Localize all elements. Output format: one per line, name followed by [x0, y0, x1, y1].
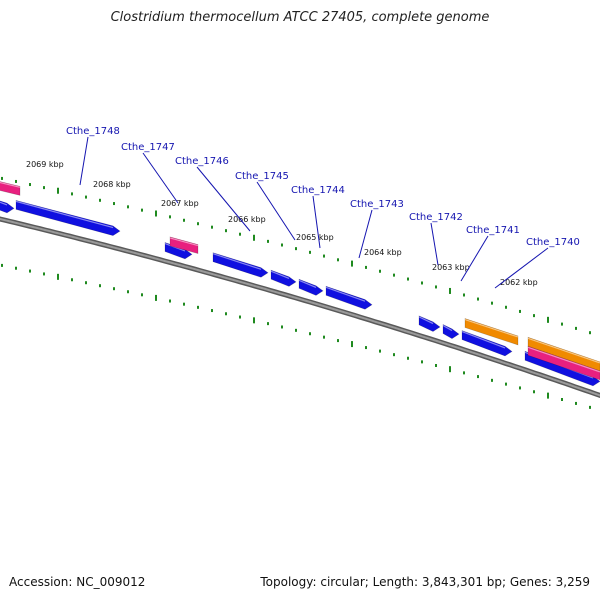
gene-label: Cthe_1743 — [350, 199, 404, 210]
gene-label: Cthe_1746 — [175, 156, 229, 167]
rrna-feature — [527, 345, 600, 381]
rrna-feature-bevel — [169, 237, 199, 247]
cds-feature-bevel — [270, 270, 290, 279]
accession-text: Accession: NC_009012 — [9, 575, 146, 589]
cds-feature-bevel — [442, 324, 453, 332]
scale-label: 2066 kbp — [228, 215, 266, 224]
gene-leader-line — [358, 209, 373, 259]
gene-label: Cthe_1740 — [526, 237, 580, 248]
gene-label: Cthe_1747 — [121, 142, 175, 153]
gene-label: Cthe_1741 — [466, 225, 520, 236]
scale-label: 2069 kbp — [26, 160, 64, 169]
genome-stats-text: Topology: circular; Length: 3,843,301 bp… — [260, 575, 590, 589]
rrna-feature — [169, 236, 199, 254]
cds-feature-bevel — [298, 279, 317, 288]
gene-leader-line — [256, 181, 296, 241]
gene-feature-orange-bevel — [527, 337, 600, 364]
genome-backbone-highlight — [0, 217, 600, 397]
gene-leader-line — [196, 166, 251, 232]
map-title: Clostridium thermocellum ATCC 27405, com… — [110, 10, 490, 25]
cds-feature-bevel — [325, 286, 366, 302]
genome-backbone — [0, 216, 600, 399]
gene-leader-line — [142, 152, 179, 204]
cds-feature-bevel — [15, 200, 114, 229]
gene-label: Cthe_1745 — [235, 171, 289, 182]
scale-label: 2062 kbp — [500, 278, 538, 287]
gene-feature-orange — [527, 336, 600, 372]
cds-feature-bevel — [0, 201, 8, 206]
gene-feature-orange — [464, 318, 519, 346]
scale-label: 2064 kbp — [364, 248, 402, 257]
scale-label: 2065 kbp — [296, 233, 334, 242]
gene-leader-line — [312, 195, 321, 249]
cds-feature — [212, 252, 269, 278]
gene-feature-orange-bevel — [464, 318, 519, 338]
scale-label: 2067 kbp — [161, 199, 199, 208]
gene-leader-line — [430, 222, 439, 266]
rrna-feature — [0, 181, 21, 196]
gene-leader-line — [460, 235, 489, 282]
cds-feature-bevel — [212, 253, 262, 270]
cds-feature — [15, 199, 121, 236]
scale-label: 2063 kbp — [432, 263, 470, 272]
scale-label: 2068 kbp — [93, 180, 131, 189]
rrna-feature-bevel — [0, 181, 21, 188]
rrna-feature-bevel — [527, 346, 600, 373]
cds-feature — [0, 200, 15, 214]
gene-label: Cthe_1744 — [291, 185, 345, 196]
gene-leader-line — [494, 247, 549, 289]
cds-feature-bevel — [418, 316, 434, 325]
gene-label: Cthe_1742 — [409, 212, 463, 223]
gene-leader-line — [79, 136, 89, 186]
cds-feature-bevel — [461, 331, 506, 349]
gene-label: Cthe_1748 — [66, 126, 120, 137]
